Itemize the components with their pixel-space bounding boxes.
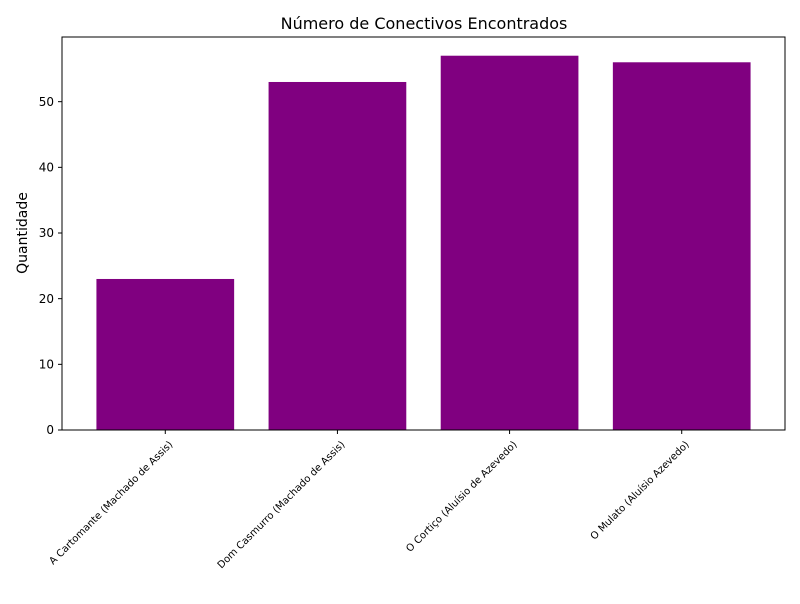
- bar: [96, 278, 235, 430]
- y-axis-label: Quantidade: [15, 192, 31, 274]
- plot-frame: [61, 36, 786, 431]
- y-tick-label: 20: [39, 292, 54, 306]
- y-tick-label: 50: [39, 95, 54, 109]
- x-tick-label: O Mulato (Aluísio Azevedo): [588, 439, 692, 543]
- y-tick-label: 40: [39, 161, 54, 175]
- bar: [268, 81, 407, 430]
- y-tick-label: 30: [39, 226, 54, 240]
- x-axis-ticks: A Cartomante (Machado de Assis) Dom Casmu…: [47, 430, 692, 571]
- y-axis-ticks: 0 10 20 30 40 50: [39, 95, 62, 437]
- x-tick-label: A Cartomante (Machado de Assis): [47, 439, 175, 567]
- bar: [440, 55, 579, 430]
- x-tick-label: O Cortiço (Aluísio de Azevedo): [404, 439, 520, 555]
- y-tick-label: 10: [39, 358, 54, 372]
- bars-layer: [96, 55, 751, 430]
- y-tick-label: 0: [46, 423, 54, 437]
- chart-title: Número de Conectivos Encontrados: [281, 14, 568, 33]
- x-tick-label: Dom Casmurro (Machado de Assis): [216, 439, 348, 571]
- bar: [612, 62, 751, 430]
